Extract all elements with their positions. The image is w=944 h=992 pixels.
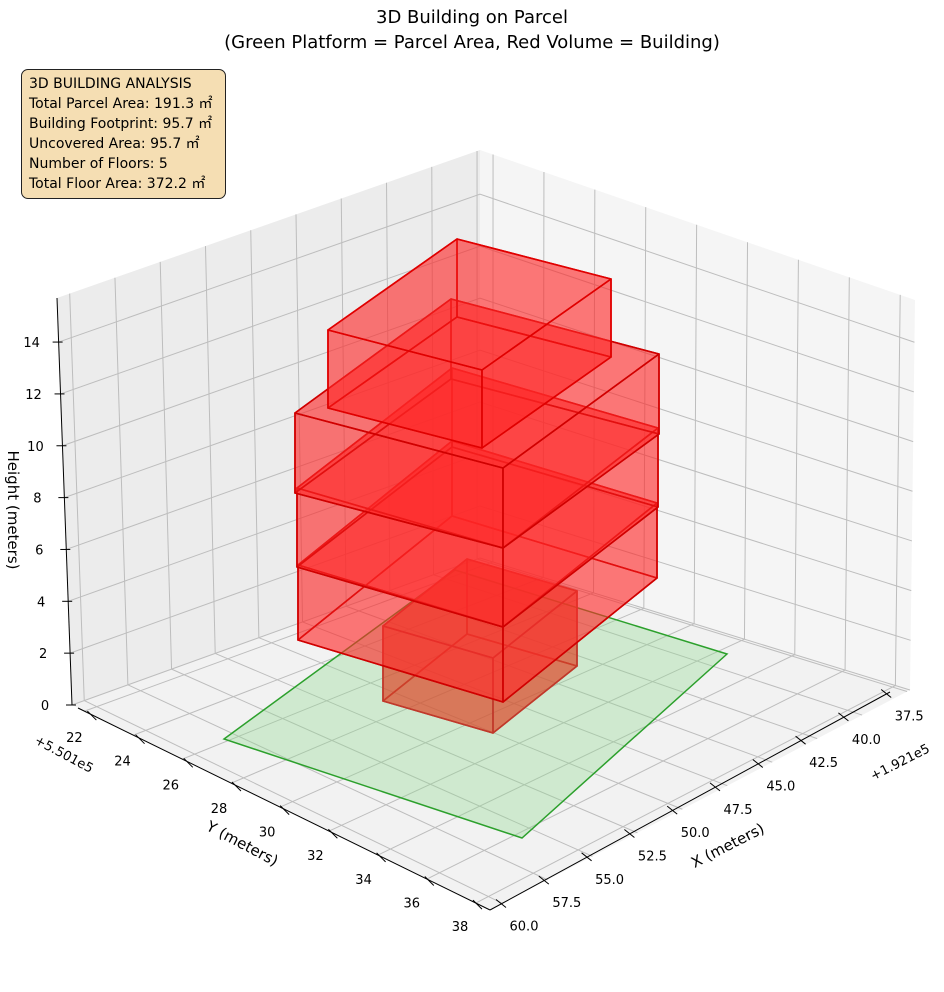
- z-tick-label: 2: [39, 647, 47, 662]
- x-tick-label: 55.0: [595, 873, 624, 888]
- y-tick-label: 34: [355, 873, 372, 888]
- y-tick: [424, 876, 435, 886]
- y-tick: [472, 899, 483, 910]
- z-axis-line: [56, 297, 73, 706]
- x-tick-label: 42.5: [809, 756, 838, 771]
- x-tick-label: 60.0: [510, 919, 539, 934]
- z-tick-label: 4: [37, 595, 45, 610]
- x-tick-label: 52.5: [638, 849, 667, 864]
- x-tick: [581, 852, 592, 862]
- x-tick-label: 37.5: [895, 710, 924, 725]
- z-tick-label: 14: [23, 336, 40, 351]
- x-tick: [666, 805, 678, 815]
- gridline-z: [71, 557, 911, 706]
- y-tick: [328, 828, 338, 839]
- y-tick-label: 32: [307, 849, 324, 864]
- y-tick: [279, 805, 290, 815]
- z-tick-label: 8: [33, 492, 41, 507]
- y-tick-label: 24: [114, 755, 131, 770]
- z-tick-label: 6: [35, 543, 43, 558]
- x-tick: [495, 899, 507, 908]
- x-tick-label: 57.5: [552, 896, 581, 911]
- gridline-z: [62, 297, 914, 447]
- y-tick: [376, 852, 386, 863]
- y-tick-label: 26: [162, 778, 179, 793]
- gridline-z: [66, 401, 913, 550]
- x-tick-label: 45.0: [766, 780, 795, 795]
- y-tick-label: 22: [66, 731, 83, 746]
- x-tick-label: 47.5: [724, 803, 753, 818]
- z-tick-label: 10: [27, 440, 44, 455]
- right-pane: [480, 150, 915, 690]
- y-offset-label: +5.501e5: [32, 733, 96, 776]
- z-tick-label: 0: [41, 699, 49, 714]
- x-offset-label: +1.921e5: [868, 742, 932, 785]
- y-tick: [183, 757, 194, 768]
- info-floor-area: Total Floor Area: 372.2 ㎡: [29, 176, 206, 192]
- building-floor-3-top-face: [296, 367, 659, 549]
- building-floor-5-top-face: [327, 238, 612, 371]
- y-tick-label: 28: [211, 802, 228, 817]
- info-footprint: Building Footprint: 95.7 ㎡: [29, 116, 213, 132]
- gridline-z: [69, 505, 911, 654]
- building-floor-4-top-face: [294, 298, 660, 469]
- z-tick-label: 12: [25, 388, 42, 403]
- y-tick-label: 36: [404, 896, 421, 911]
- x-tick-label: 50.0: [681, 826, 710, 841]
- x-tick-label: 40.0: [852, 733, 881, 748]
- gridline-z: [68, 453, 912, 602]
- analysis-info-box: 3D BUILDING ANALYSIS Total Parcel Area: …: [21, 69, 226, 199]
- x-tick: [752, 759, 764, 768]
- info-floors: Number of Floors: 5: [29, 156, 168, 172]
- chart-subtitle: (Green Platform = Parcel Area, Red Volum…: [224, 32, 720, 53]
- x-tick: [709, 782, 721, 792]
- y-tick: [87, 710, 97, 721]
- y-tick-label: 30: [259, 826, 276, 841]
- y-tick: [231, 781, 242, 792]
- y-tick-label: 38: [452, 920, 469, 935]
- gridline-z: [64, 349, 913, 499]
- info-parcel-area: Total Parcel Area: 191.3 ㎡: [29, 96, 213, 112]
- z-axis-label: Height (meters): [4, 451, 22, 570]
- gridline-z: [58, 193, 915, 343]
- left-pane: [57, 150, 480, 705]
- y-tick: [135, 734, 145, 745]
- building-floor-1-top-face: [382, 558, 578, 659]
- x-tick: [795, 735, 806, 745]
- info-uncovered: Uncovered Area: 95.7 ㎡: [29, 136, 200, 152]
- x-tick: [624, 829, 635, 838]
- x-tick: [838, 712, 849, 722]
- x-axis-line: [489, 691, 891, 911]
- gridline-z: [60, 245, 914, 395]
- x-tick: [880, 689, 892, 698]
- chart-title: 3D Building on Parcel: [376, 7, 568, 28]
- parcel-platform: [222, 569, 729, 839]
- info-heading: 3D BUILDING ANALYSIS: [29, 76, 192, 92]
- x-tick: [538, 875, 550, 885]
